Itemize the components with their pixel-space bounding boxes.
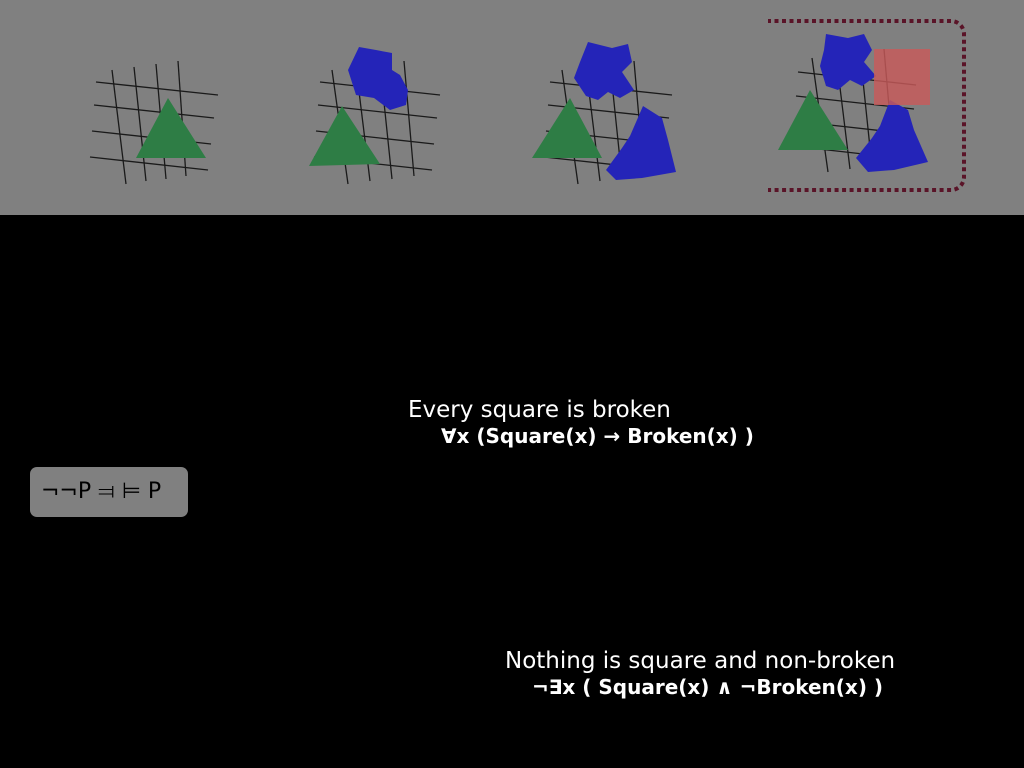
green-triangle [778, 90, 848, 150]
world-3 [512, 0, 768, 215]
green-triangle [532, 98, 602, 158]
blue-blob [574, 42, 634, 100]
world-4 [768, 0, 1024, 215]
worlds-strip [0, 0, 1024, 215]
sentence-every-square: Every square is broken ∀x (Square(x) → B… [408, 397, 754, 449]
world-1-drawing [89, 60, 219, 185]
sentence-english: Every square is broken [408, 397, 671, 423]
equivalence-formula: ¬¬P ⫤ ⊨ P [41, 479, 162, 504]
sentence-nothing-square: Nothing is square and non-broken ¬∃x ( S… [505, 648, 895, 700]
world-4-drawing [768, 19, 966, 192]
world-3-drawing [532, 42, 676, 185]
world-1 [0, 0, 256, 215]
green-triangle [309, 106, 380, 166]
highlight-frame [768, 19, 966, 192]
sentence-formula: ∀x (Square(x) → Broken(x) ) [441, 424, 754, 448]
red-square [874, 49, 930, 105]
blue-blob [348, 47, 408, 110]
blue-blob [606, 106, 676, 180]
grid [89, 60, 219, 185]
world-2-drawing [309, 47, 441, 185]
blue-blob [856, 100, 928, 172]
sentence-english: Nothing is square and non-broken [505, 648, 896, 674]
green-triangle [136, 98, 206, 158]
sentence-formula: ¬∃x ( Square(x) ∧ ¬Broken(x) ) [532, 675, 884, 699]
equivalence-box: ¬¬P ⫤ ⊨ P [30, 467, 188, 517]
blue-blob [820, 34, 876, 90]
world-2 [256, 0, 512, 215]
